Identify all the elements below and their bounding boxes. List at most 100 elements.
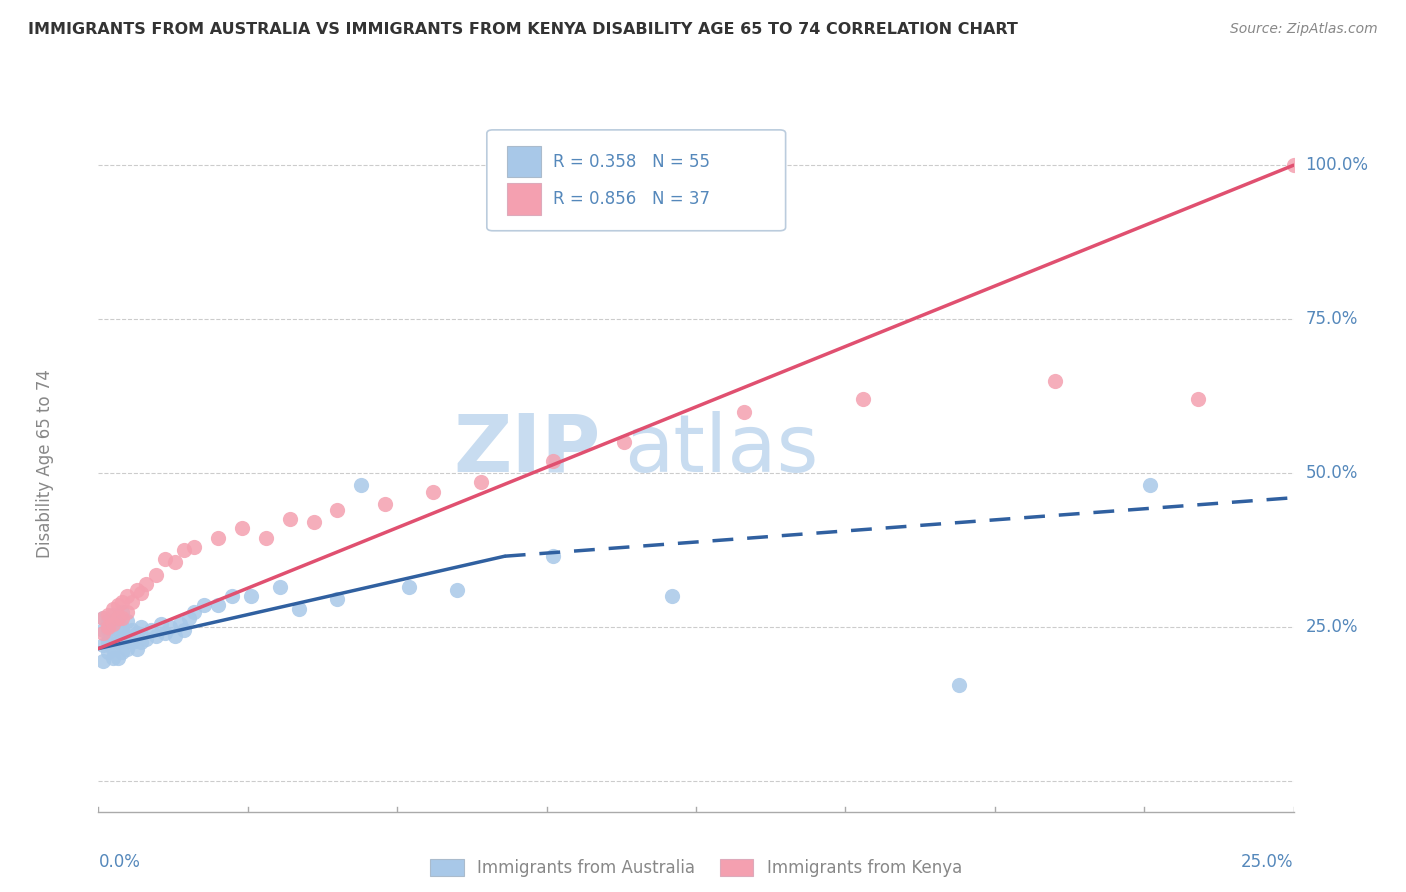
Point <box>446 583 468 598</box>
Point <box>107 650 129 665</box>
Point <box>155 626 177 640</box>
Text: 25.0%: 25.0% <box>1241 854 1294 871</box>
Point <box>111 645 134 659</box>
Text: atlas: atlas <box>624 411 818 489</box>
Point <box>111 632 134 647</box>
Point <box>107 599 129 613</box>
Point <box>135 577 157 591</box>
Text: 100.0%: 100.0% <box>1305 156 1368 174</box>
Point <box>374 497 396 511</box>
Point <box>115 605 138 619</box>
Point <box>541 454 564 468</box>
Point <box>115 614 138 628</box>
Point <box>115 629 138 643</box>
Point <box>97 607 120 622</box>
Point <box>288 601 311 615</box>
Point <box>101 616 124 631</box>
Point <box>111 595 134 609</box>
Point <box>661 589 683 603</box>
Point <box>948 678 970 692</box>
Text: Disability Age 65 to 74: Disability Age 65 to 74 <box>35 369 53 558</box>
Point <box>422 484 444 499</box>
Point <box>221 589 243 603</box>
Text: IMMIGRANTS FROM AUSTRALIA VS IMMIGRANTS FROM KENYA DISABILITY AGE 65 TO 74 CORRE: IMMIGRANTS FROM AUSTRALIA VS IMMIGRANTS … <box>28 22 1018 37</box>
Point <box>183 540 205 554</box>
Point <box>173 623 195 637</box>
Point <box>131 586 153 600</box>
Legend: Immigrants from Australia, Immigrants from Kenya: Immigrants from Australia, Immigrants fr… <box>423 852 969 883</box>
Point <box>1282 158 1305 172</box>
Point <box>107 623 129 637</box>
Point <box>302 516 325 530</box>
Point <box>350 478 373 492</box>
Point <box>541 549 564 564</box>
Point <box>125 626 148 640</box>
Point <box>97 614 120 628</box>
Point <box>149 616 172 631</box>
Point <box>159 620 181 634</box>
Point <box>1187 392 1209 407</box>
Text: ZIP: ZIP <box>453 411 600 489</box>
Point <box>169 616 191 631</box>
Point <box>254 531 277 545</box>
Point <box>115 589 138 603</box>
Text: Source: ZipAtlas.com: Source: ZipAtlas.com <box>1230 22 1378 37</box>
Point <box>125 583 148 598</box>
Point <box>179 611 201 625</box>
Point <box>240 589 263 603</box>
Point <box>111 611 134 625</box>
Point <box>613 435 636 450</box>
Point <box>101 650 124 665</box>
Point <box>278 512 301 526</box>
Point <box>135 632 157 647</box>
Point <box>121 595 143 609</box>
Point <box>107 635 129 649</box>
Point <box>163 629 186 643</box>
Point <box>121 635 143 649</box>
Point <box>97 620 120 634</box>
Text: R = 0.358   N = 55: R = 0.358 N = 55 <box>553 153 710 171</box>
Point <box>111 605 134 619</box>
Point <box>733 404 755 418</box>
Point <box>91 611 114 625</box>
Point <box>91 639 114 653</box>
Point <box>111 620 134 634</box>
Point <box>163 555 186 569</box>
Point <box>326 503 349 517</box>
FancyBboxPatch shape <box>486 130 786 231</box>
Point <box>101 601 124 615</box>
Point <box>107 611 129 625</box>
Point <box>1139 478 1161 492</box>
FancyBboxPatch shape <box>508 146 540 178</box>
Point <box>326 592 349 607</box>
Point <box>91 623 114 637</box>
Point <box>107 611 129 625</box>
Point <box>97 635 120 649</box>
Point <box>101 607 124 622</box>
Point <box>183 605 205 619</box>
Text: 25.0%: 25.0% <box>1305 618 1358 636</box>
Point <box>101 641 124 656</box>
Point <box>470 475 492 490</box>
Point <box>91 626 114 640</box>
Point <box>131 635 153 649</box>
Text: 50.0%: 50.0% <box>1305 464 1358 482</box>
Point <box>231 521 253 535</box>
Point <box>101 616 124 631</box>
Point <box>101 629 124 643</box>
Point <box>193 599 215 613</box>
Point <box>131 620 153 634</box>
Text: R = 0.856   N = 37: R = 0.856 N = 37 <box>553 191 710 209</box>
Point <box>91 654 114 668</box>
Point <box>207 531 229 545</box>
Point <box>97 623 120 637</box>
Point <box>1043 374 1066 388</box>
Point <box>97 645 120 659</box>
Point <box>155 552 177 566</box>
Text: 0.0%: 0.0% <box>98 854 141 871</box>
Point <box>145 629 167 643</box>
Point <box>115 641 138 656</box>
Point <box>139 623 162 637</box>
Text: 75.0%: 75.0% <box>1305 310 1358 328</box>
Point <box>125 641 148 656</box>
